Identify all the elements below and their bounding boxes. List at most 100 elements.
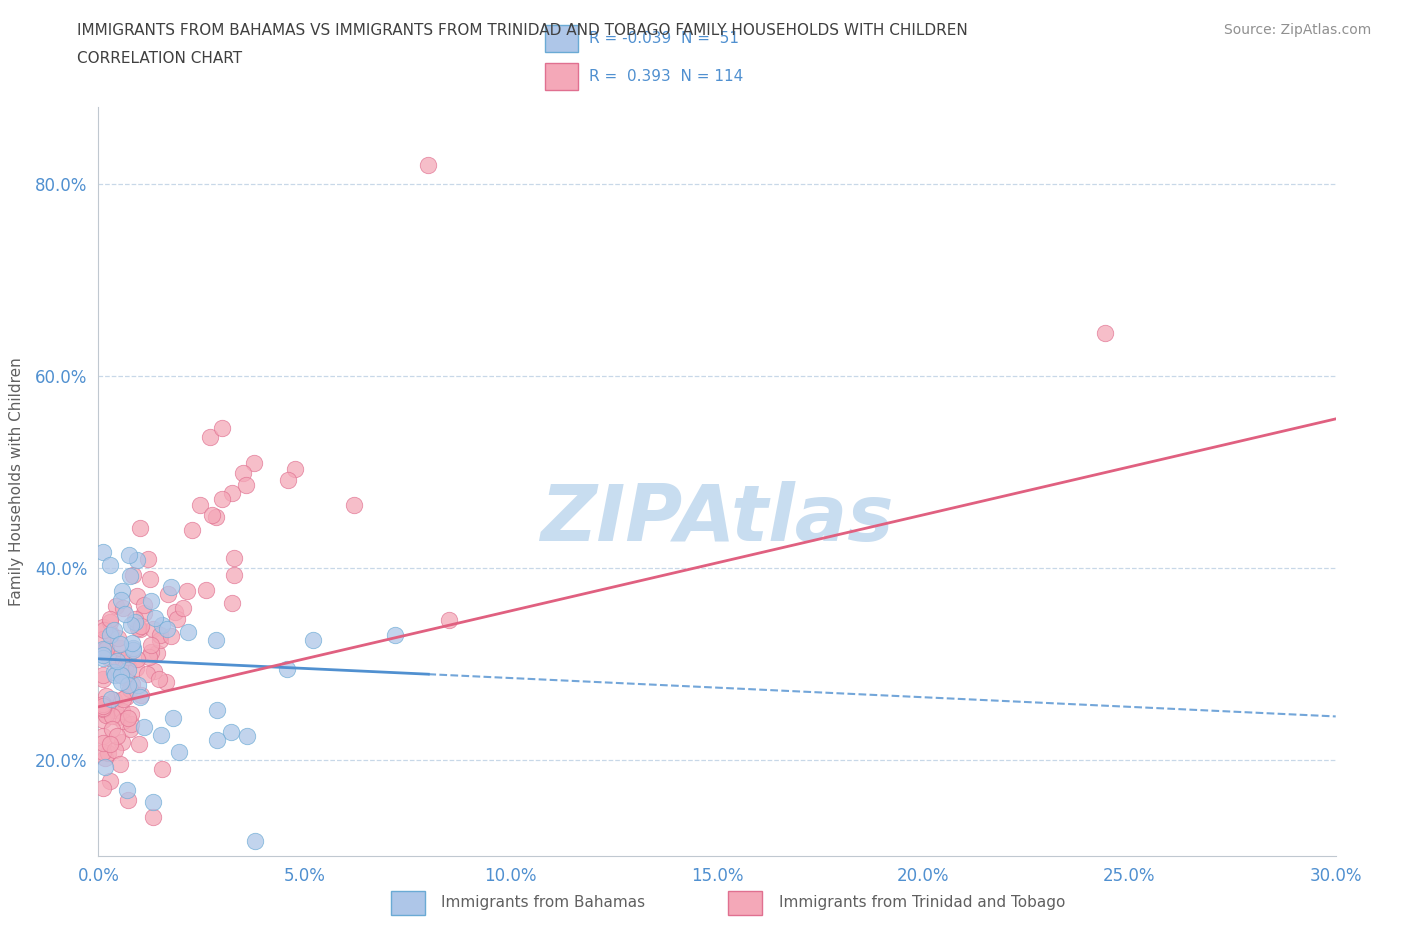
- Point: [93, 705, 115, 720]
- Point: [118, 548, 141, 563]
- Point: [222, 567, 245, 582]
- Point: [155, 675, 177, 690]
- FancyBboxPatch shape: [546, 25, 578, 52]
- Point: [120, 716, 142, 731]
- Point: [284, 461, 307, 476]
- Point: [100, 612, 122, 627]
- Text: CORRELATION CHART: CORRELATION CHART: [77, 51, 242, 66]
- Point: [195, 582, 218, 597]
- Point: [143, 610, 166, 625]
- Point: [142, 795, 165, 810]
- Point: [207, 703, 229, 718]
- Point: [105, 654, 128, 669]
- Text: ZIPAtlas: ZIPAtlas: [540, 481, 894, 557]
- Point: [111, 583, 134, 598]
- Point: [104, 668, 127, 683]
- Point: [127, 621, 149, 636]
- FancyBboxPatch shape: [546, 63, 578, 90]
- Point: [343, 498, 366, 512]
- Point: [120, 682, 142, 697]
- Point: [156, 622, 179, 637]
- Point: [201, 507, 224, 522]
- Point: [108, 641, 131, 656]
- Point: [98, 651, 121, 666]
- Point: [110, 592, 132, 607]
- Point: [114, 606, 136, 621]
- Point: [107, 650, 129, 665]
- Point: [162, 711, 184, 725]
- Point: [104, 598, 127, 613]
- Point: [110, 704, 132, 719]
- Point: [132, 720, 155, 735]
- Text: R =  0.393  N = 114: R = 0.393 N = 114: [589, 69, 744, 84]
- Point: [157, 587, 180, 602]
- Point: [138, 572, 160, 587]
- Point: [117, 662, 139, 677]
- Point: [302, 632, 325, 647]
- Point: [112, 600, 135, 615]
- Point: [204, 632, 226, 647]
- Point: [100, 627, 122, 642]
- Point: [91, 641, 114, 656]
- Text: R = -0.039  N =  51: R = -0.039 N = 51: [589, 31, 740, 46]
- Point: [100, 709, 122, 724]
- Point: [111, 734, 134, 749]
- Point: [105, 728, 128, 743]
- Point: [91, 668, 114, 683]
- Point: [166, 612, 188, 627]
- FancyBboxPatch shape: [728, 891, 762, 915]
- Point: [121, 641, 143, 656]
- Point: [236, 728, 259, 743]
- Point: [129, 687, 152, 702]
- Point: [93, 622, 115, 637]
- Point: [146, 645, 169, 660]
- Point: [221, 485, 243, 500]
- Point: [104, 702, 127, 717]
- Point: [180, 523, 202, 538]
- Point: [96, 700, 118, 715]
- Point: [437, 613, 460, 628]
- Point: [98, 558, 121, 573]
- Point: [100, 722, 122, 737]
- Point: [418, 157, 440, 172]
- Point: [91, 728, 114, 743]
- Point: [98, 774, 121, 789]
- Point: [120, 707, 142, 722]
- Point: [142, 622, 165, 637]
- Point: [94, 688, 117, 703]
- Text: Source: ZipAtlas.com: Source: ZipAtlas.com: [1223, 23, 1371, 37]
- Point: [115, 690, 138, 705]
- Point: [91, 671, 114, 686]
- Point: [107, 631, 129, 645]
- Y-axis label: Family Households with Children: Family Households with Children: [8, 357, 24, 605]
- Text: Immigrants from Trinidad and Tobago: Immigrants from Trinidad and Tobago: [779, 895, 1066, 910]
- Point: [150, 727, 173, 742]
- Point: [110, 674, 132, 689]
- Point: [129, 690, 152, 705]
- Point: [100, 737, 122, 751]
- Point: [129, 618, 152, 633]
- Point: [188, 498, 211, 512]
- Point: [103, 623, 125, 638]
- Point: [176, 583, 198, 598]
- Point: [384, 628, 406, 643]
- Point: [100, 692, 122, 707]
- Point: [1094, 326, 1116, 340]
- Point: [125, 589, 148, 604]
- Point: [91, 697, 114, 711]
- Point: [91, 780, 114, 795]
- Point: [167, 745, 190, 760]
- Point: [124, 611, 146, 626]
- Point: [108, 637, 131, 652]
- Point: [121, 567, 143, 582]
- Point: [107, 661, 129, 676]
- Point: [110, 668, 132, 683]
- Point: [149, 632, 172, 647]
- Point: [172, 601, 194, 616]
- Point: [136, 552, 159, 567]
- Point: [91, 698, 114, 713]
- Point: [211, 491, 233, 506]
- Point: [165, 604, 187, 619]
- Point: [91, 619, 114, 634]
- Point: [235, 478, 257, 493]
